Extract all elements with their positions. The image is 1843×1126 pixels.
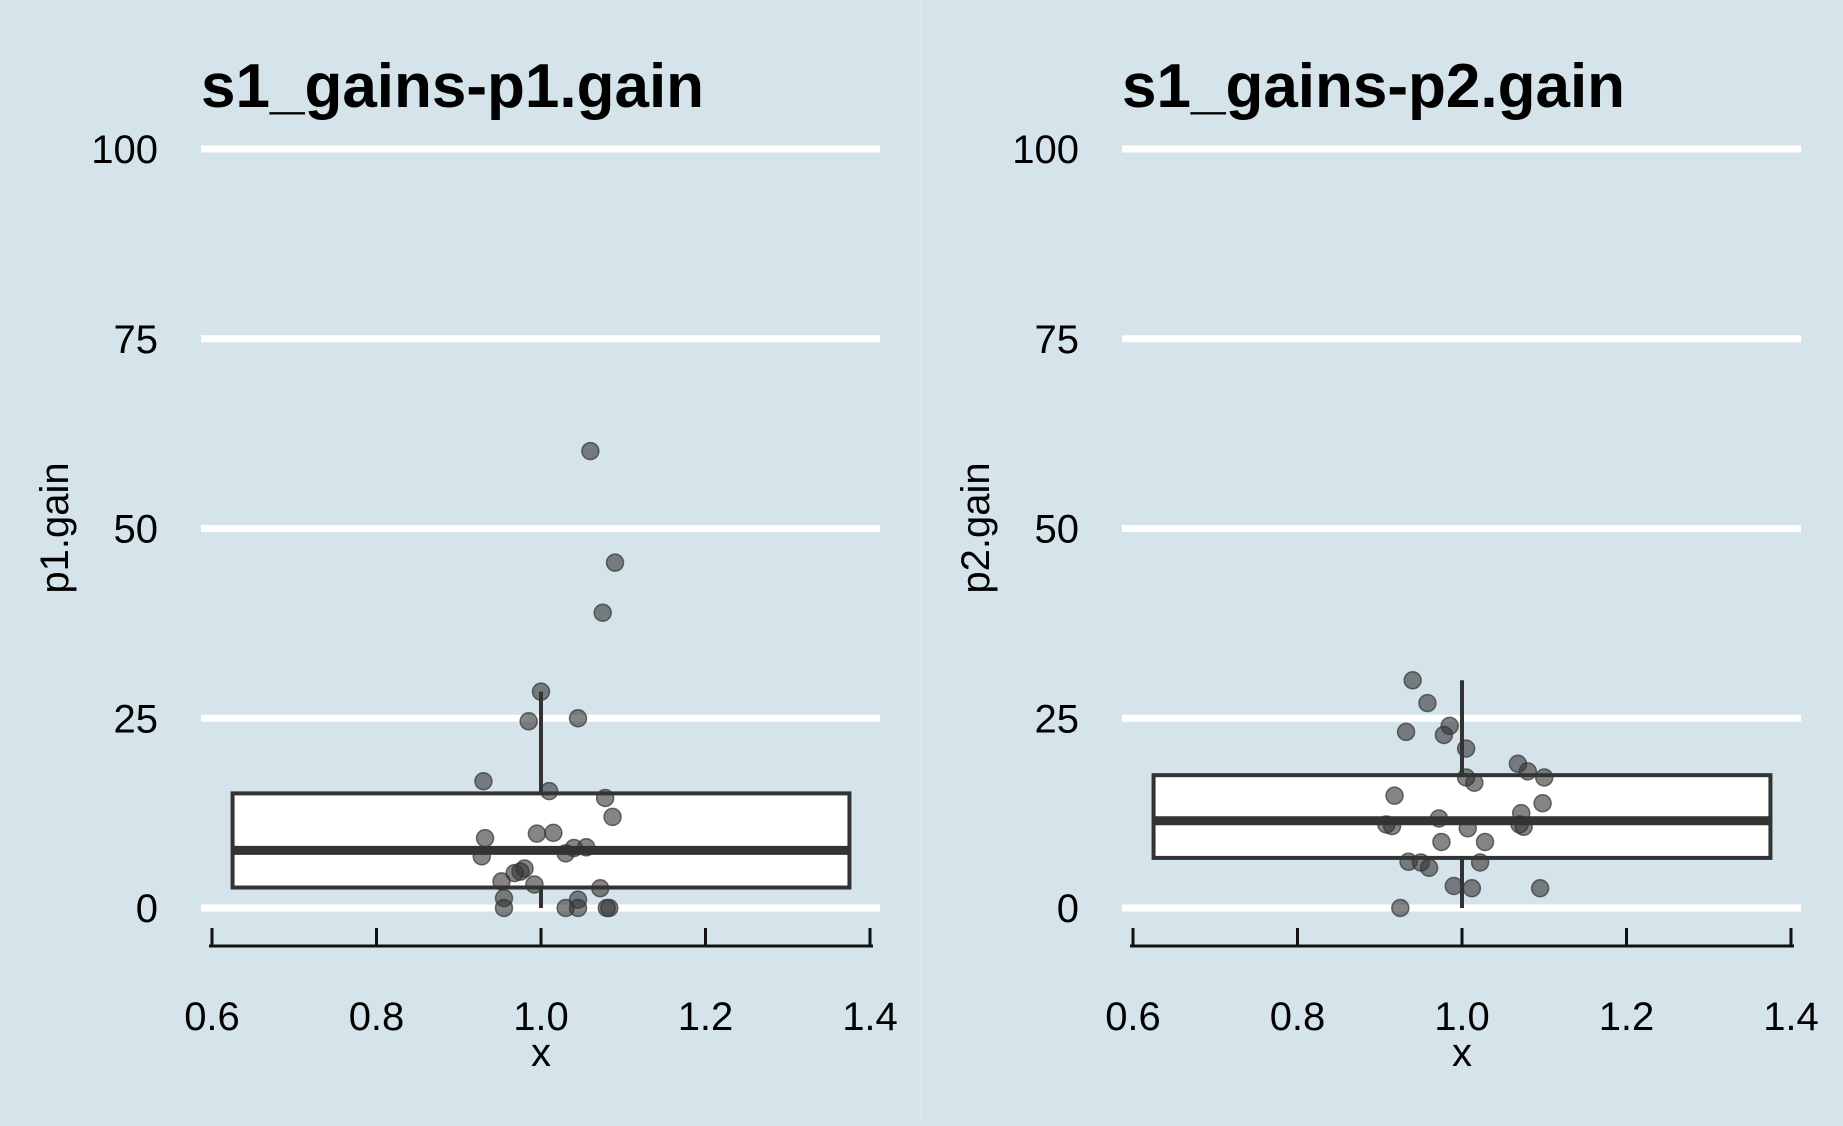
data-point: [1475, 832, 1495, 852]
data-point: [1391, 898, 1410, 918]
x-tick-label: 0.6: [1105, 995, 1161, 1039]
data-point: [474, 771, 493, 791]
x-tick-label: 1.2: [678, 995, 734, 1039]
panel-2: s1_gains-p2.gain 0 25 50 75 100 0.6 0.8 1.0 1.2 1.…: [954, 52, 1819, 1075]
data-point: [1514, 817, 1533, 837]
data-point: [531, 682, 551, 701]
data-point: [590, 879, 610, 898]
data-point: [576, 838, 596, 857]
data-point: [581, 441, 600, 461]
data-point: [1533, 794, 1552, 813]
data-point: [1432, 832, 1451, 852]
data-point: [492, 872, 511, 891]
data-point: [603, 807, 622, 827]
data-point: [505, 863, 524, 883]
y-axis-label: p1.gain: [33, 462, 77, 593]
data-point: [568, 709, 588, 728]
chart-title: s1_gains-p2.gain: [1122, 52, 1625, 121]
x-tick-label: 1.4: [842, 995, 898, 1039]
data-point: [527, 824, 547, 843]
data-point: [1465, 773, 1484, 793]
x-tick-label: 0.6: [184, 995, 240, 1039]
data-point: [1470, 853, 1490, 872]
x-axis-label: x: [1452, 1031, 1472, 1075]
data-point: [1535, 768, 1554, 787]
x-axis-label: x: [531, 1031, 551, 1075]
panel-1: s1_gains-p1.gain 0 25 50 75 100 0.6 0.8 1.0 1.2 1.…: [33, 52, 898, 1075]
y-tick-label: 50: [1035, 508, 1080, 552]
data-point: [1458, 819, 1478, 838]
x-tick-label: 1.0: [513, 995, 569, 1039]
data-point: [593, 603, 612, 622]
y-tick-label: 100: [1012, 128, 1079, 172]
data-point: [1385, 786, 1404, 805]
y-tick-label: 100: [91, 128, 158, 172]
x-tick-label: 0.8: [1270, 995, 1326, 1039]
x-tick-label: 1.2: [1599, 995, 1655, 1039]
data-point: [605, 553, 625, 572]
data-point: [1462, 879, 1482, 898]
data-point: [1456, 739, 1476, 758]
y-tick-label: 50: [114, 508, 159, 552]
x-tick-label: 1.4: [1763, 995, 1819, 1039]
data-point: [556, 844, 575, 863]
data-point: [1396, 722, 1416, 742]
data-point: [472, 847, 492, 866]
data-point: [1403, 671, 1422, 690]
data-point: [1444, 876, 1464, 896]
chart-title: s1_gains-p1.gain: [201, 52, 704, 121]
y-tick-label: 0: [136, 887, 158, 931]
data-point: [1418, 693, 1437, 713]
data-point: [1530, 879, 1550, 898]
data-point: [1382, 816, 1402, 836]
data-point: [568, 898, 588, 918]
data-point: [525, 875, 544, 894]
y-tick-label: 75: [1035, 318, 1080, 362]
data-point: [1419, 858, 1439, 878]
data-point: [494, 898, 514, 918]
data-point: [600, 898, 619, 918]
x-tick-label: 0.8: [349, 995, 405, 1039]
data-point: [1518, 762, 1538, 781]
y-tick-label: 25: [1035, 697, 1080, 741]
y-axis-label: p2.gain: [954, 462, 998, 593]
data-point: [519, 712, 538, 731]
x-tick-label: 1.0: [1434, 995, 1490, 1039]
data-point: [595, 788, 615, 808]
data-point: [1429, 809, 1449, 828]
data-point: [1434, 725, 1454, 745]
data-point: [475, 828, 495, 848]
y-tick-label: 75: [114, 318, 159, 362]
y-tick-label: 0: [1057, 887, 1079, 931]
data-point: [539, 781, 559, 801]
y-tick-label: 25: [114, 697, 159, 741]
data-point: [544, 823, 563, 843]
